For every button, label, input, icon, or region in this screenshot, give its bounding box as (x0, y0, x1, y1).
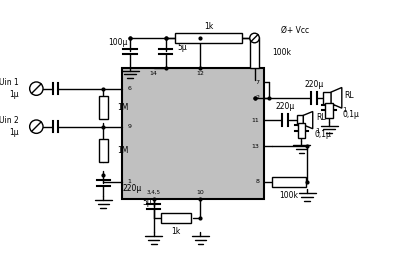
Text: 2: 2 (255, 95, 259, 100)
Text: 1k: 1k (204, 22, 213, 31)
Bar (324, 92, 331, 104)
Text: 5μ: 5μ (177, 43, 187, 52)
Polygon shape (303, 112, 313, 129)
Text: 0,1μ: 0,1μ (342, 109, 360, 119)
Text: 1μ: 1μ (10, 128, 19, 137)
Text: Uin 1: Uin 1 (0, 78, 19, 87)
Polygon shape (331, 87, 342, 108)
Text: 7: 7 (255, 80, 259, 85)
Text: 1μ: 1μ (10, 90, 19, 99)
Text: 14: 14 (150, 71, 158, 76)
Text: 1: 1 (342, 107, 347, 113)
Text: 11: 11 (252, 118, 259, 123)
Text: 220μ: 220μ (276, 102, 295, 111)
Bar (297, 115, 303, 125)
Text: 13: 13 (252, 144, 259, 149)
Bar (298, 123, 305, 138)
Text: 10: 10 (196, 190, 204, 195)
Text: 1: 1 (315, 128, 319, 134)
Text: 1: 1 (127, 179, 131, 184)
Text: 9: 9 (127, 124, 131, 129)
Text: 8: 8 (256, 179, 259, 184)
Text: 3,4,5: 3,4,5 (147, 190, 161, 195)
Text: 220μ: 220μ (122, 184, 142, 193)
Text: 100k: 100k (272, 48, 291, 57)
Text: 6: 6 (127, 86, 131, 91)
Bar (98, 139, 108, 162)
Text: 12: 12 (196, 71, 204, 76)
Text: 0,1μ: 0,1μ (315, 130, 332, 139)
Bar (98, 96, 108, 119)
Text: Ø+ Vcc: Ø+ Vcc (281, 26, 310, 35)
Text: RL: RL (344, 91, 354, 100)
Bar (175, 33, 242, 43)
Text: 100μ: 100μ (108, 38, 127, 47)
Text: 1M: 1M (117, 146, 128, 155)
Circle shape (30, 120, 43, 133)
Bar (250, 37, 259, 68)
Bar (161, 213, 191, 223)
Text: 1M: 1M (117, 103, 128, 112)
Text: Uin 2: Uin 2 (0, 116, 19, 125)
Text: 220μ: 220μ (304, 80, 324, 89)
Text: RL: RL (316, 113, 326, 122)
Text: 5μ: 5μ (142, 198, 152, 207)
Circle shape (250, 33, 259, 43)
Bar (325, 103, 333, 118)
Text: 1k: 1k (172, 227, 181, 236)
Bar (122, 68, 264, 199)
Circle shape (30, 82, 43, 95)
Text: 100k: 100k (280, 191, 298, 200)
Bar (272, 177, 306, 186)
